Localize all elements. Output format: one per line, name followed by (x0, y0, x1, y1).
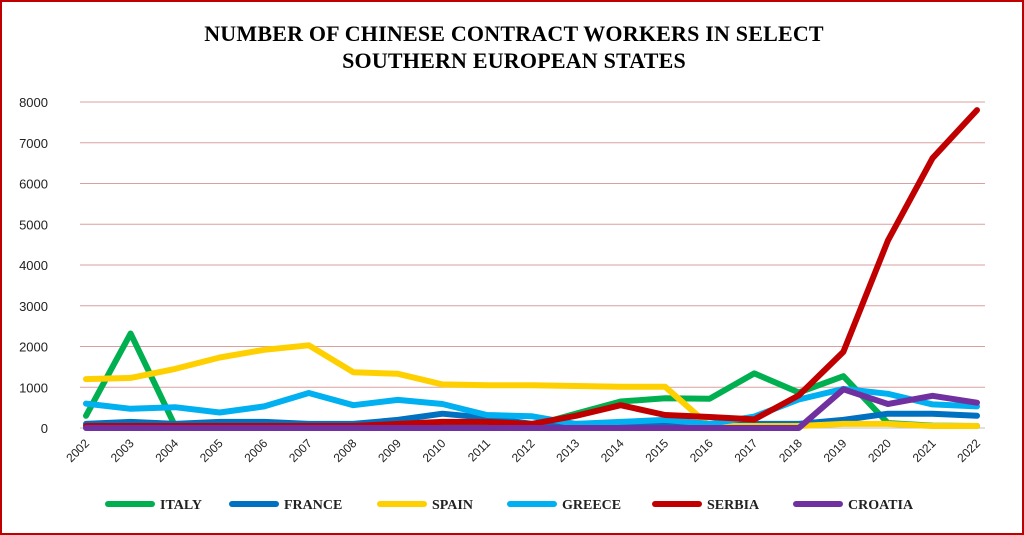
legend-label-france: FRANCE (284, 498, 342, 513)
legend-item-spain: SPAIN (377, 498, 473, 513)
legend-label-spain: SPAIN (432, 498, 473, 513)
chart-title-line-1: NUMBER OF CHINESE CONTRACT WORKERS IN SE… (204, 21, 824, 46)
x-tick-label: 2005 (197, 436, 226, 465)
x-tick-label: 2010 (420, 436, 449, 465)
legend-item-serbia: SERBIA (652, 498, 760, 513)
x-tick-label: 2021 (910, 436, 939, 465)
legend-label-italy: ITALY (160, 498, 202, 513)
x-axis-ticks: 2002 2003 2004 2005 2006 2007 2008 2009 2010 2011… (63, 436, 983, 465)
y-tick-label: 6000 (19, 177, 48, 192)
y-axis-ticks: 0 1000 2000 3000 4000 5000 6000 7000 8000 (19, 95, 48, 436)
x-tick-label: 2006 (242, 436, 271, 465)
x-tick-label: 2007 (286, 436, 315, 465)
y-tick-label: 8000 (19, 95, 48, 110)
x-tick-label: 2017 (732, 436, 761, 465)
x-tick-label: 2009 (375, 436, 404, 465)
x-tick-label: 2020 (865, 436, 894, 465)
chart-title: NUMBER OF CHINESE CONTRACT WORKERS IN SE… (2, 20, 1024, 74)
gridlines (80, 101, 985, 388)
legend: ITALY FRANCE SPAIN GREECE SERBIA CROATIA (105, 498, 914, 513)
legend-item-italy: ITALY (105, 498, 202, 513)
y-tick-label: 2000 (19, 340, 48, 355)
series-line-greece (83, 385, 980, 427)
legend-label-greece: GREECE (562, 498, 621, 513)
x-tick-label: 2018 (776, 436, 805, 465)
x-tick-label: 2013 (553, 436, 582, 465)
y-tick-label: 0 (41, 421, 48, 436)
legend-item-greece: GREECE (507, 498, 621, 513)
x-tick-label: 2015 (642, 436, 671, 465)
legend-item-croatia: CROATIA (793, 498, 914, 513)
x-tick-label: 2016 (687, 436, 716, 465)
legend-label-serbia: SERBIA (707, 498, 760, 513)
x-tick-label: 2019 (821, 436, 850, 465)
x-tick-label: 2003 (108, 436, 137, 465)
legend-item-france: FRANCE (229, 498, 342, 513)
y-tick-label: 5000 (19, 217, 48, 232)
x-tick-label: 2002 (63, 436, 92, 465)
x-tick-label: 2004 (152, 436, 181, 465)
x-tick-label: 2014 (598, 436, 627, 465)
x-tick-label: 2022 (954, 436, 983, 465)
series-line-croatia (83, 386, 980, 431)
y-tick-label: 3000 (19, 299, 48, 314)
x-tick-label: 2008 (331, 436, 360, 465)
x-tick-label: 2012 (509, 436, 538, 465)
legend-label-croatia: CROATIA (848, 498, 914, 513)
series-line-spain (83, 342, 980, 429)
y-tick-label: 7000 (19, 136, 48, 151)
series-lines (83, 107, 980, 431)
chart-title-line-2: SOUTHERN EUROPEAN STATES (342, 48, 686, 73)
y-tick-label: 4000 (19, 258, 48, 273)
x-tick-label: 2011 (465, 436, 493, 464)
y-tick-label: 1000 (19, 380, 48, 395)
